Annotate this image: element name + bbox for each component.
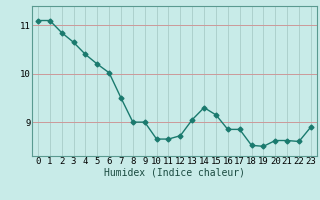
X-axis label: Humidex (Indice chaleur): Humidex (Indice chaleur) <box>104 168 245 178</box>
